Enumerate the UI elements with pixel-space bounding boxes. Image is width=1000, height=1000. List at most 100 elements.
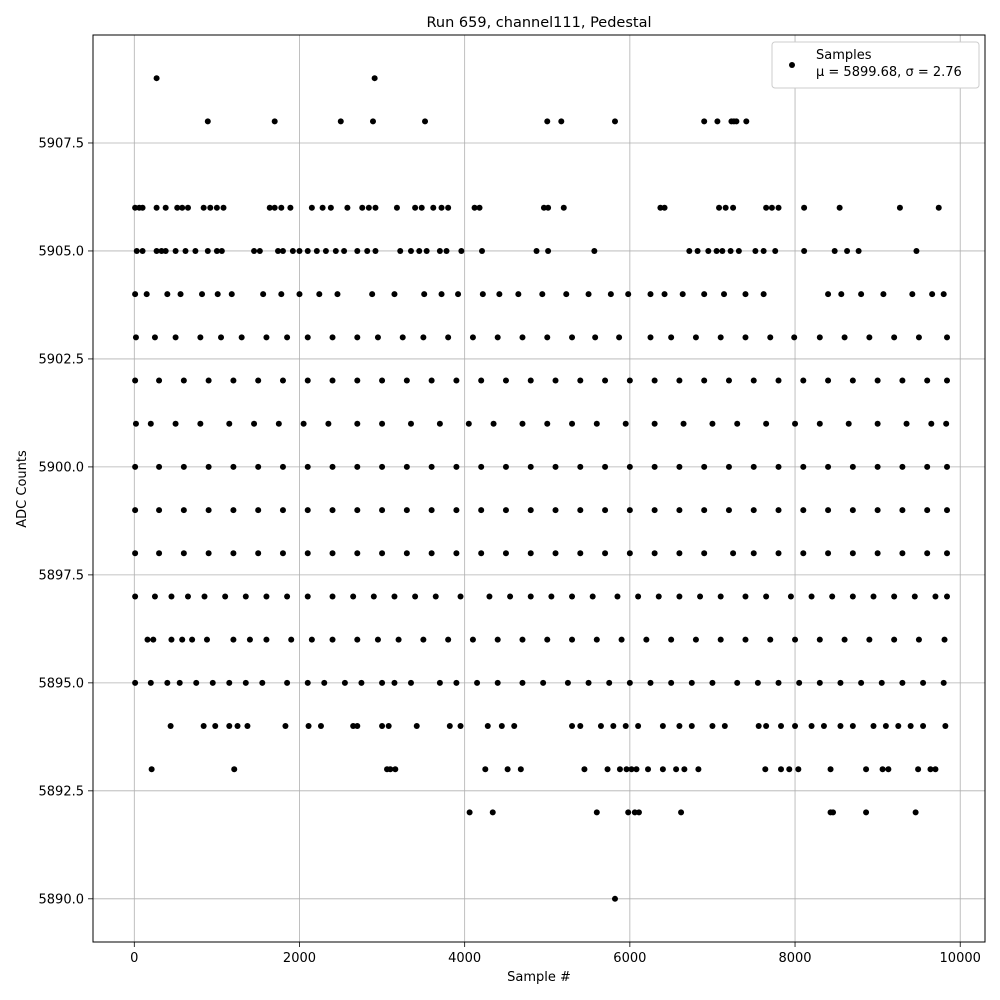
- data-point: [879, 766, 886, 773]
- data-point: [162, 247, 169, 254]
- data-point: [622, 723, 629, 730]
- data-point: [742, 636, 749, 643]
- data-point: [319, 204, 326, 211]
- data-point: [517, 766, 524, 773]
- data-point: [365, 204, 372, 211]
- legend-box: [771, 41, 980, 89]
- data-point: [602, 377, 609, 384]
- data-point: [830, 809, 837, 816]
- x-tick-label: 6000: [613, 951, 646, 966]
- data-point: [647, 334, 654, 341]
- data-point: [519, 679, 526, 686]
- data-point: [304, 507, 311, 514]
- data-point: [633, 766, 640, 773]
- data-point: [226, 420, 233, 427]
- data-point: [153, 75, 160, 82]
- data-point: [304, 463, 311, 470]
- data-point: [920, 679, 927, 686]
- data-point: [725, 377, 732, 384]
- data-point: [205, 550, 212, 557]
- data-point: [866, 636, 873, 643]
- data-point: [838, 291, 845, 298]
- data-point: [385, 723, 392, 730]
- data-point: [717, 593, 724, 600]
- data-point: [929, 291, 936, 298]
- data-point: [577, 550, 584, 557]
- data-point: [944, 593, 951, 600]
- data-point: [479, 247, 486, 254]
- data-point: [932, 593, 939, 600]
- data-point: [866, 334, 873, 341]
- data-point: [611, 895, 618, 902]
- data-point: [407, 420, 414, 427]
- data-point: [230, 550, 237, 557]
- data-point: [825, 463, 832, 470]
- data-point: [676, 593, 683, 600]
- data-point: [692, 334, 699, 341]
- data-point: [209, 679, 216, 686]
- data-point: [643, 636, 650, 643]
- data-point: [622, 420, 629, 427]
- data-point: [651, 507, 658, 514]
- data-point: [787, 593, 794, 600]
- data-point: [403, 550, 410, 557]
- data-point: [201, 593, 208, 600]
- y-tick-label: 5900.0: [39, 460, 85, 475]
- data-point: [395, 636, 402, 643]
- data-point: [379, 679, 386, 686]
- data-point: [912, 809, 919, 816]
- data-point: [329, 507, 336, 514]
- data-point: [313, 247, 320, 254]
- data-point: [849, 507, 856, 514]
- data-point: [255, 550, 262, 557]
- data-point: [725, 507, 732, 514]
- data-point: [132, 420, 139, 427]
- data-point: [168, 593, 175, 600]
- data-point: [350, 723, 357, 730]
- data-point: [284, 334, 291, 341]
- y-tick-label: 5897.5: [39, 568, 85, 583]
- data-point: [940, 679, 947, 686]
- data-point: [942, 723, 949, 730]
- data-point: [874, 420, 881, 427]
- data-point: [403, 377, 410, 384]
- y-tick-label: 5895.0: [39, 676, 85, 691]
- data-point: [287, 204, 294, 211]
- data-point: [484, 723, 491, 730]
- data-point: [271, 204, 278, 211]
- data-point: [371, 75, 378, 82]
- data-point: [317, 723, 324, 730]
- data-point: [231, 766, 238, 773]
- data-point: [763, 593, 770, 600]
- data-point: [713, 247, 720, 254]
- data-point: [204, 118, 211, 125]
- data-point: [695, 766, 702, 773]
- data-point: [928, 420, 935, 427]
- data-point: [533, 247, 540, 254]
- data-point: [496, 291, 503, 298]
- data-point: [645, 766, 652, 773]
- data-point: [882, 723, 889, 730]
- data-point: [139, 247, 146, 254]
- data-point: [199, 291, 206, 298]
- data-point: [647, 679, 654, 686]
- data-point: [631, 809, 638, 816]
- data-point: [626, 679, 633, 686]
- data-point: [453, 550, 460, 557]
- data-point: [692, 636, 699, 643]
- data-point: [519, 420, 526, 427]
- data-point: [453, 377, 460, 384]
- data-point: [719, 247, 726, 254]
- data-point: [709, 723, 716, 730]
- data-point: [263, 334, 270, 341]
- data-point: [132, 463, 139, 470]
- data-point: [944, 377, 951, 384]
- data-point: [220, 204, 227, 211]
- data-point: [750, 550, 757, 557]
- data-point: [322, 247, 329, 254]
- data-point: [548, 593, 555, 600]
- data-point: [354, 247, 361, 254]
- data-point: [288, 636, 295, 643]
- data-point: [244, 723, 251, 730]
